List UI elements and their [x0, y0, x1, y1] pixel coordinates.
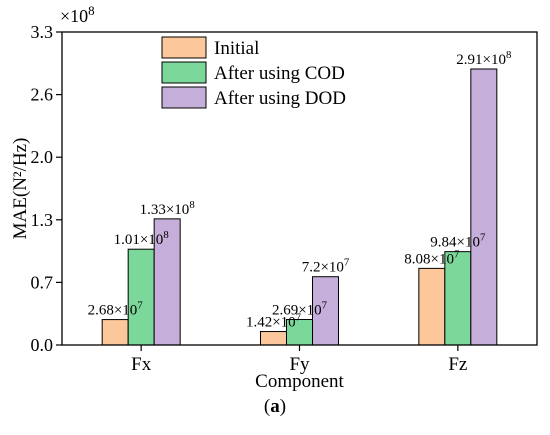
legend-label: After using COD	[214, 63, 345, 84]
y-axis-label: MAE(N²/Hz)	[10, 138, 31, 240]
data-label: 1.01×108	[114, 229, 169, 248]
caption-letter: a	[270, 396, 280, 417]
y-tick-label: 0.0	[31, 335, 54, 355]
data-label: 9.84×107	[430, 232, 486, 251]
y-multiplier-label: ×108	[60, 3, 95, 26]
x-axis-label: Component	[255, 371, 344, 392]
y-tick-label: 1.3	[31, 210, 54, 230]
data-label: 1.33×108	[140, 199, 195, 218]
legend-swatch	[161, 86, 207, 109]
axes: 0.0 0.7 1.3 2.0 2.6 3.3 ×108 MAE(N²/Hz) Fx Fy Fz Co…	[10, 3, 538, 392]
bar	[101, 319, 129, 346]
x-tick-label: Fx	[131, 354, 152, 375]
figure-caption: (a)	[0, 396, 550, 418]
data-label: 2.68×107	[88, 300, 144, 319]
data-label: 1.42×107	[246, 312, 302, 331]
y-tick-label: 2.6	[31, 85, 54, 105]
legend: Initial After using COD After using DOD	[161, 36, 346, 109]
x-tick-label: Fz	[448, 354, 467, 375]
caption-open: (	[263, 396, 271, 417]
y-tick-label: 2.0	[31, 147, 54, 167]
data-label: 7.2×107	[302, 257, 350, 276]
data-labels: 2.68×107 1.01×108 1.33×108 1.42×1072.69×107…	[88, 49, 512, 331]
bar-group	[101, 68, 498, 346]
y-tick-label: 0.7	[31, 272, 54, 292]
data-label: 2.91×108	[456, 49, 511, 68]
legend-swatch	[161, 36, 207, 59]
legend-label: Initial	[214, 38, 259, 59]
data-label: 8.08×107	[404, 248, 460, 267]
data-label: 2.69×107	[272, 299, 328, 318]
bar	[127, 248, 155, 346]
x-tick-label: Fy	[289, 354, 310, 375]
caption-close: )	[279, 396, 287, 417]
y-tick-label: 3.3	[31, 22, 54, 42]
bar	[260, 331, 287, 346]
chart-svg: 2.68×107 1.01×108 1.33×108 1.42×1072.69×107…	[10, 3, 538, 392]
legend-label: After using DOD	[214, 88, 346, 109]
bar	[418, 267, 446, 346]
bar	[470, 68, 498, 346]
legend-swatch	[161, 61, 207, 84]
